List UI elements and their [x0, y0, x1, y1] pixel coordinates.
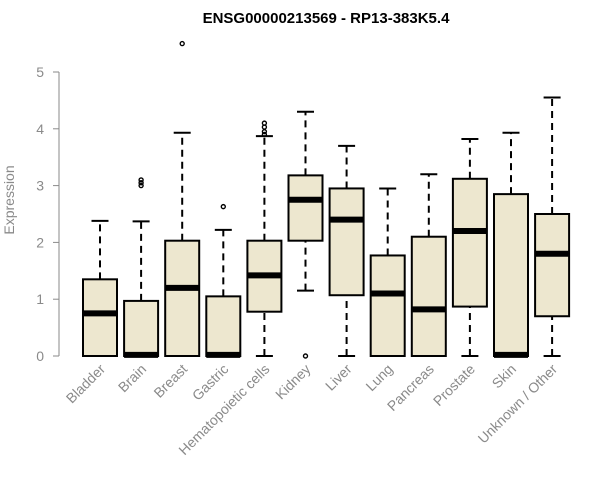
box: [328, 187, 365, 297]
box-group: [123, 177, 160, 358]
outlier-point: [220, 203, 227, 210]
boxes: [82, 40, 571, 359]
box: [451, 177, 488, 308]
box-group: [164, 40, 201, 357]
y-axis-label: Expression: [1, 165, 17, 234]
box-group: [369, 187, 406, 358]
box-group: [410, 173, 447, 357]
box-group: [534, 96, 571, 357]
y-tick-label: 0: [36, 348, 44, 364]
outlier-point: [138, 177, 144, 183]
box-group: [451, 138, 488, 357]
outlier-point: [261, 120, 268, 126]
box: [410, 235, 447, 357]
y-axis: 0 1 2 3 4 5: [36, 64, 60, 364]
outlier-point: [261, 131, 268, 138]
box: [164, 239, 201, 357]
box-group: [328, 144, 365, 357]
outlier-point: [261, 128, 268, 135]
box-group: [205, 203, 242, 358]
category-label: Skin: [489, 361, 520, 392]
outlier-point: [138, 180, 144, 186]
box-group: [82, 219, 118, 358]
box: [205, 295, 242, 357]
category-label: Breast: [150, 361, 190, 401]
box: [369, 254, 406, 358]
box: [287, 174, 324, 242]
category-label: Kidney: [272, 361, 314, 403]
box: [82, 278, 118, 358]
category-label: Lung: [362, 361, 395, 394]
y-tick-label: 2: [36, 234, 44, 250]
box: [493, 193, 529, 357]
outlier-point: [138, 182, 144, 189]
y-tick-label: 1: [36, 291, 44, 307]
category-label: Brain: [115, 361, 149, 395]
chart-title: ENSG00000213569 - RP13-383K5.4: [203, 10, 450, 27]
category-label: Bladder: [63, 361, 109, 407]
y-tick-label: 3: [36, 178, 44, 194]
box-group: [246, 120, 283, 357]
y-tick-label: 4: [36, 121, 44, 137]
box: [123, 299, 160, 357]
category-label: Liver: [322, 361, 355, 394]
box: [534, 213, 571, 318]
y-tick-label: 5: [36, 64, 44, 80]
outlier-point: [302, 353, 309, 359]
category-label: Prostate: [430, 361, 478, 409]
outlier-point: [179, 40, 185, 47]
box-group: [493, 131, 529, 358]
box-group: [287, 110, 324, 359]
